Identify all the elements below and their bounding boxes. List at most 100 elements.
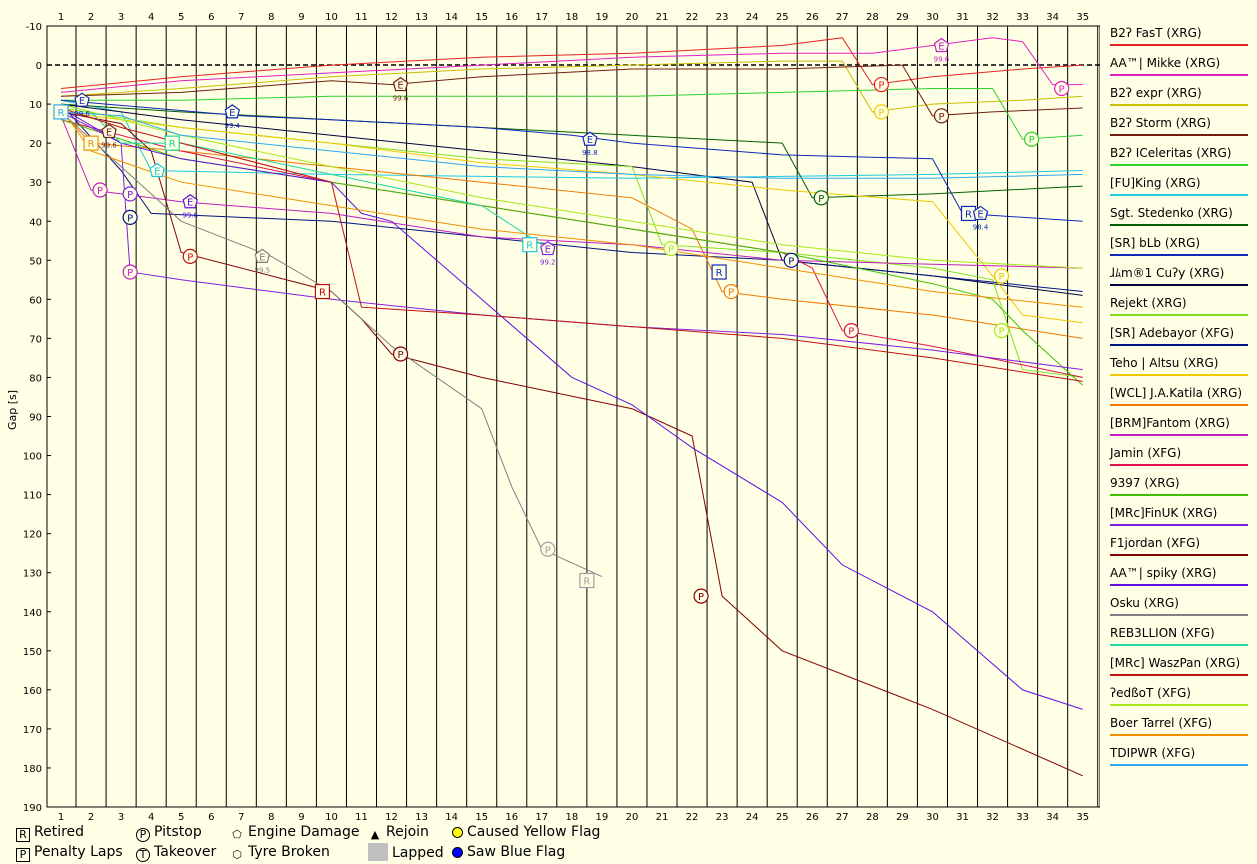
key-yellow: Caused Yellow Flag bbox=[452, 823, 600, 841]
pitstop-marker bbox=[182, 248, 198, 264]
legend-entry: [MRc] WaszPan (XRG) bbox=[1110, 656, 1250, 686]
legend-color-line bbox=[1110, 254, 1248, 256]
legend-driver-name: TDIPWR (XFG) bbox=[1110, 746, 1196, 760]
legend-entry: B2ʔ expr (XRG) bbox=[1110, 86, 1250, 116]
key-pitstop-label: Pitstop bbox=[154, 824, 202, 840]
legend-color-line bbox=[1110, 464, 1248, 466]
legend-entry: [BRM]Fantom (XRG) bbox=[1110, 416, 1250, 446]
y-tick-label: 140 bbox=[23, 608, 42, 619]
key-blue: Saw Blue Flag bbox=[452, 843, 565, 861]
pitstop-marker bbox=[993, 268, 1010, 284]
x-tick-label-top: 30 bbox=[926, 12, 939, 23]
key-rejoin: ▲ Rejoin bbox=[368, 823, 429, 841]
marker-letter: P bbox=[698, 592, 704, 603]
x-tick-label-top: 17 bbox=[535, 12, 548, 23]
x-tick-label-top: 19 bbox=[596, 12, 609, 23]
legend-color-line bbox=[1110, 524, 1248, 526]
pitstop-icon: P bbox=[136, 828, 150, 842]
x-tick-label-top: 34 bbox=[1046, 12, 1059, 23]
marker-letter: P bbox=[97, 186, 103, 197]
marker-value: 99.6 bbox=[182, 212, 198, 220]
marker-value: 99.6 bbox=[934, 56, 950, 64]
pitstop-marker bbox=[873, 76, 889, 93]
pitstop-marker bbox=[873, 104, 889, 120]
engine-damage-marker bbox=[933, 37, 950, 53]
legend-driver-name: [WCL] J.A.Katila (XRG) bbox=[1110, 386, 1243, 400]
marker-letter: P bbox=[878, 81, 884, 92]
legend-color-line bbox=[1110, 284, 1248, 286]
x-tick-label-top: 8 bbox=[268, 12, 274, 23]
key-engine: ⬠ Engine Damage bbox=[230, 823, 360, 841]
marker-letter: P bbox=[1059, 84, 1065, 95]
pitstop-marker bbox=[122, 186, 138, 202]
pitstop-marker bbox=[993, 322, 1010, 339]
key-tyre-label: Tyre Broken bbox=[248, 844, 330, 860]
legend-entry: B2ʔ ICeleritas (XRG) bbox=[1110, 146, 1250, 176]
pitstop-marker bbox=[843, 322, 859, 339]
x-tick-label-top: 32 bbox=[986, 12, 999, 23]
engine-damage-marker bbox=[392, 76, 409, 92]
legend-color-line bbox=[1110, 674, 1248, 676]
x-tick-label-bottom: 17 bbox=[535, 812, 548, 823]
marker-value: 99.4 bbox=[224, 122, 240, 130]
y-tick-label: 70 bbox=[29, 334, 42, 345]
pitstop-marker bbox=[122, 264, 138, 280]
x-tick-label-bottom: 5 bbox=[178, 812, 184, 823]
pitstop-marker bbox=[813, 190, 829, 206]
key-engine-label: Engine Damage bbox=[248, 824, 360, 840]
marker-letter: R bbox=[583, 577, 590, 588]
x-tick-label-top: 20 bbox=[626, 12, 639, 23]
x-tick-label-top: 12 bbox=[385, 12, 398, 23]
x-tick-label-bottom: 10 bbox=[325, 812, 338, 823]
x-tick-label-top: 23 bbox=[716, 12, 729, 23]
engine-damage-marker bbox=[972, 205, 989, 221]
key-retired: R Retired bbox=[16, 823, 84, 842]
marker-value: 99.6 bbox=[393, 95, 409, 103]
series-line-5 bbox=[61, 88, 1083, 140]
legend-color-line bbox=[1110, 134, 1248, 136]
marker-letter: P bbox=[788, 256, 794, 267]
marker-value: 99.2 bbox=[540, 259, 556, 267]
marker-letter: P bbox=[999, 272, 1005, 283]
legend-color-line bbox=[1110, 224, 1248, 226]
marker-letter: P bbox=[127, 268, 133, 279]
marker-value: 99.5 bbox=[255, 266, 271, 274]
legend-entry: F1jordan (XFG) bbox=[1110, 536, 1250, 566]
x-tick-label-bottom: 34 bbox=[1046, 812, 1059, 823]
legend-color-line bbox=[1110, 584, 1248, 586]
marker-letter: R bbox=[58, 108, 65, 119]
x-tick-label-top: 9 bbox=[298, 12, 304, 23]
x-tick-label-bottom: 3 bbox=[118, 812, 124, 823]
y-tick-label: 160 bbox=[23, 686, 42, 697]
x-tick-label-top: 24 bbox=[746, 12, 759, 23]
legend-color-line bbox=[1110, 44, 1248, 46]
marker-letter: P bbox=[545, 545, 551, 556]
marker-letter: P bbox=[999, 327, 1005, 338]
x-tick-label-bottom: 22 bbox=[686, 812, 699, 823]
x-tick-label-bottom: 8 bbox=[268, 812, 274, 823]
x-tick-label-bottom: 20 bbox=[626, 812, 639, 823]
marker-letter: R bbox=[169, 139, 176, 150]
legend-color-line bbox=[1110, 74, 1248, 76]
marker-value: 98.4 bbox=[973, 223, 989, 231]
series-line-2 bbox=[60, 37, 1083, 93]
retired-marker bbox=[53, 104, 69, 120]
x-tick-label-top: 25 bbox=[776, 12, 789, 23]
legend-driver-name: B2ʔ FasT (XRG) bbox=[1110, 26, 1202, 40]
x-tick-label-top: 13 bbox=[415, 12, 428, 23]
pitstop-marker bbox=[122, 209, 138, 225]
legend-entry: Sgt. Stedenko (XRG) bbox=[1110, 206, 1250, 236]
x-tick-label-bottom: 18 bbox=[565, 812, 578, 823]
series-line-19 bbox=[60, 107, 1083, 710]
marker-letter: E bbox=[545, 245, 551, 256]
legend-entry: [WCL] J.A.Katila (XRG) bbox=[1110, 386, 1250, 416]
engine-damage-marker bbox=[182, 193, 198, 209]
marker-letter: P bbox=[728, 288, 734, 299]
legend-driver-name: Osku (XRG) bbox=[1110, 596, 1179, 610]
marker-letter: E bbox=[397, 81, 403, 92]
legend-entry: ɺﾑm®1 Cuʔy (XRG) bbox=[1110, 266, 1250, 296]
x-tick-label-top: 27 bbox=[836, 12, 849, 23]
retired-icon: R bbox=[16, 828, 30, 842]
y-tick-label: 80 bbox=[29, 373, 42, 384]
key-blue-label: Saw Blue Flag bbox=[467, 844, 566, 860]
